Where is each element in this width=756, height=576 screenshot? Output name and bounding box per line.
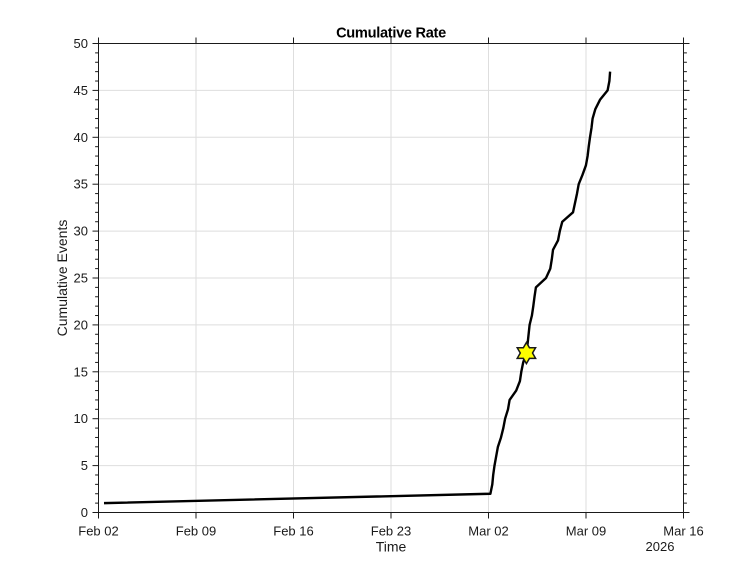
- y-tick-label: 35: [74, 177, 88, 192]
- y-tick-label: 10: [74, 411, 88, 426]
- x-axis-year-label: 2026: [646, 539, 675, 554]
- data-series: [103, 71, 612, 505]
- y-axis-label: Cumulative Events: [54, 220, 70, 337]
- y-tick-label: 5: [81, 458, 88, 473]
- y-tick-label: 50: [74, 36, 88, 51]
- tick-marks: [92, 37, 690, 519]
- y-tick-label: 0: [81, 505, 88, 520]
- y-tick-label: 20: [74, 317, 88, 332]
- tick-labels: Feb 02 Feb 09 Feb 16 Feb 23 Mar 02 Mar 09 Mar …: [74, 36, 704, 539]
- event-marker: [515, 340, 537, 366]
- y-tick-label: 40: [74, 130, 88, 145]
- hexagram-star-marker: [515, 340, 537, 366]
- y-tick-label: 25: [74, 271, 88, 286]
- x-tick-label: Mar 09: [566, 524, 606, 539]
- x-tick-label: Mar 02: [468, 524, 508, 539]
- y-tick-label: 15: [74, 364, 88, 379]
- y-tick-label: 45: [74, 83, 88, 98]
- cumulative-events-line: [103, 71, 612, 505]
- y-tick-label: 30: [74, 224, 88, 239]
- x-tick-label: Feb 09: [176, 524, 216, 539]
- gridlines: [98, 43, 684, 513]
- x-tick-label: Feb 16: [273, 524, 313, 539]
- x-tick-label: Mar 16: [663, 524, 703, 539]
- chart-title: Cumulative Rate: [336, 26, 446, 42]
- x-tick-label: Feb 02: [78, 524, 118, 539]
- x-tick-label: Feb 23: [371, 524, 411, 539]
- x-axis-label: Time: [376, 539, 407, 555]
